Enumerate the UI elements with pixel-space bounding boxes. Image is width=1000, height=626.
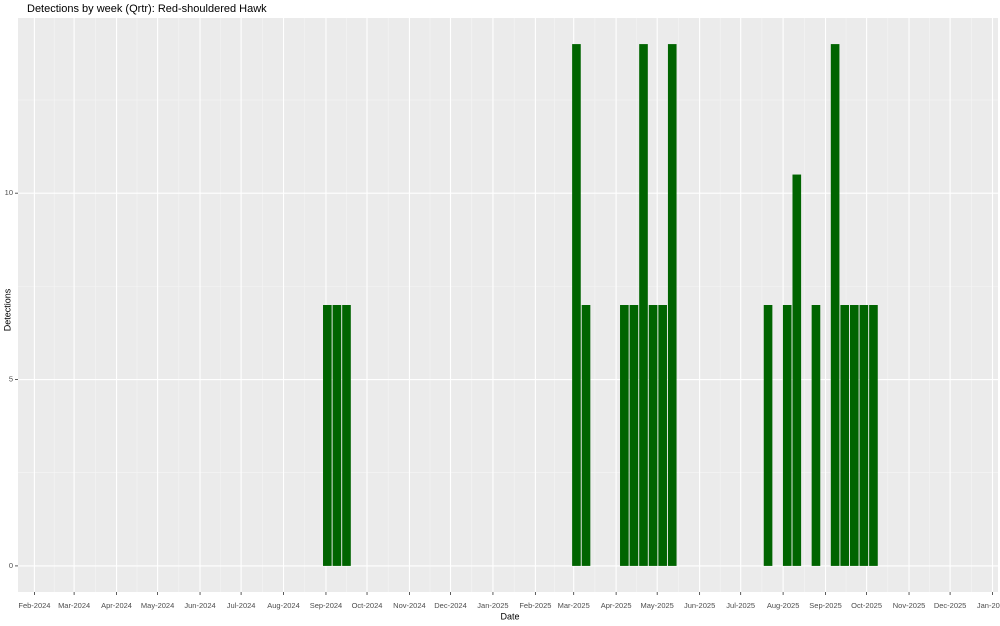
bar [342, 305, 351, 566]
bar [332, 305, 342, 566]
x-tick-label: May-2024 [141, 601, 174, 610]
bar [859, 305, 869, 566]
x-tick-label: Jan-2025 [477, 601, 508, 610]
bar [830, 44, 840, 566]
bar [811, 305, 821, 566]
x-tick-label: Jun-2025 [684, 601, 715, 610]
x-tick-label: Sep-2024 [310, 601, 343, 610]
bar [629, 305, 639, 566]
x-tick-label: Jul-2025 [726, 601, 755, 610]
bar [572, 44, 581, 566]
x-tick-label: Mar-2024 [58, 601, 90, 610]
x-tick-label: Oct-2025 [851, 601, 882, 610]
x-tick-label: Jun-2024 [184, 601, 215, 610]
bar [639, 44, 648, 566]
bar [323, 305, 332, 566]
y-tick-label: 10 [5, 188, 13, 197]
x-tick-label: Feb-2024 [18, 601, 50, 610]
x-tick-label: Dec-2025 [934, 601, 967, 610]
x-tick-label: Sep-2025 [809, 601, 842, 610]
bar [840, 305, 850, 566]
y-tick-label: 5 [9, 375, 13, 384]
x-tick-label: Apr-2024 [101, 601, 132, 610]
x-tick-label: Oct-2024 [352, 601, 383, 610]
x-tick-label: Dec-2024 [434, 601, 467, 610]
x-tick-label: Jul-2024 [227, 601, 256, 610]
chart-title: Detections by week (Qrtr): Red-shouldere… [27, 3, 267, 15]
x-tick-label: Mar-2025 [558, 601, 590, 610]
bar [849, 305, 859, 566]
x-axis-label: Date [500, 611, 519, 621]
bar [782, 305, 792, 566]
bar [658, 305, 667, 566]
bar [667, 44, 677, 566]
x-tick-label: Apr-2025 [601, 601, 632, 610]
x-tick-label: Aug-2025 [767, 601, 800, 610]
bar [763, 305, 773, 566]
x-tick-label: Nov-2024 [393, 601, 426, 610]
x-tick-label: May-2025 [641, 601, 674, 610]
bar [869, 305, 878, 566]
x-tick-label: Aug-2024 [267, 601, 300, 610]
x-tick-label: Jan-2026 [977, 601, 1000, 610]
y-tick-label: 0 [9, 561, 13, 570]
x-tick-label: Feb-2025 [519, 601, 551, 610]
bar [620, 305, 629, 566]
bar [792, 174, 802, 566]
bar [581, 305, 591, 566]
bar [648, 305, 658, 566]
x-tick-label: Nov-2025 [893, 601, 926, 610]
y-axis-label: Detections [2, 288, 12, 331]
